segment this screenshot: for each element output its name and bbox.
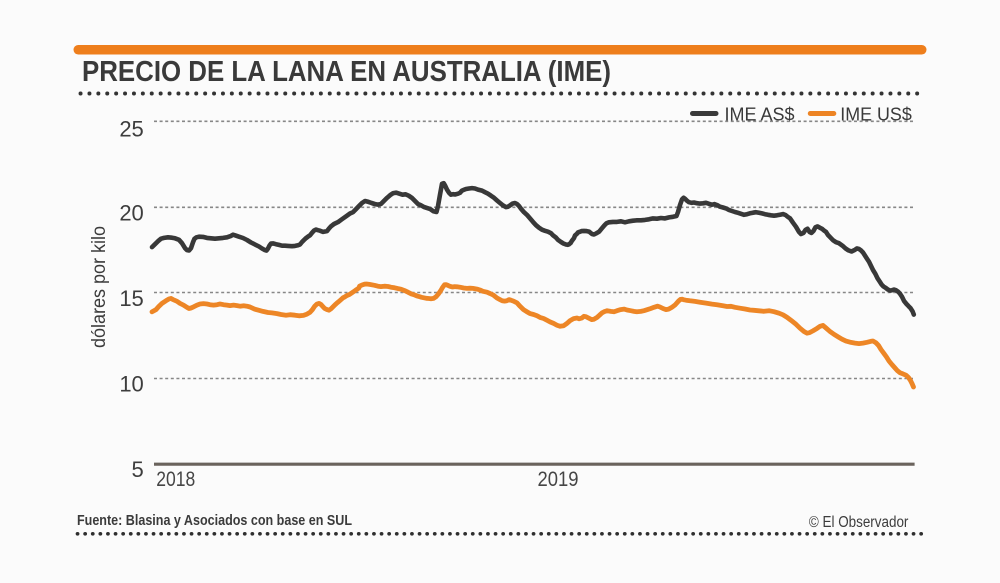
svg-text:25: 25: [119, 117, 143, 142]
svg-text:IME AS$: IME AS$: [725, 105, 795, 125]
svg-text:PRECIO DE LA LANA EN AUSTRALIA: PRECIO DE LA LANA EN AUSTRALIA (IME): [82, 56, 611, 88]
svg-text:2019: 2019: [538, 468, 579, 491]
svg-text:Fuente: Blasina y Asociados co: Fuente: Blasina y Asociados con base en …: [77, 513, 352, 529]
svg-text:IME US$: IME US$: [840, 105, 912, 125]
svg-text:5: 5: [132, 457, 144, 482]
svg-text:20: 20: [119, 201, 143, 226]
svg-text:2018: 2018: [156, 468, 195, 491]
svg-text:dólares por kilo: dólares por kilo: [88, 226, 110, 348]
svg-text:15: 15: [119, 286, 143, 311]
svg-text:10: 10: [119, 372, 143, 397]
svg-text:© El Observador: © El Observador: [809, 514, 909, 531]
